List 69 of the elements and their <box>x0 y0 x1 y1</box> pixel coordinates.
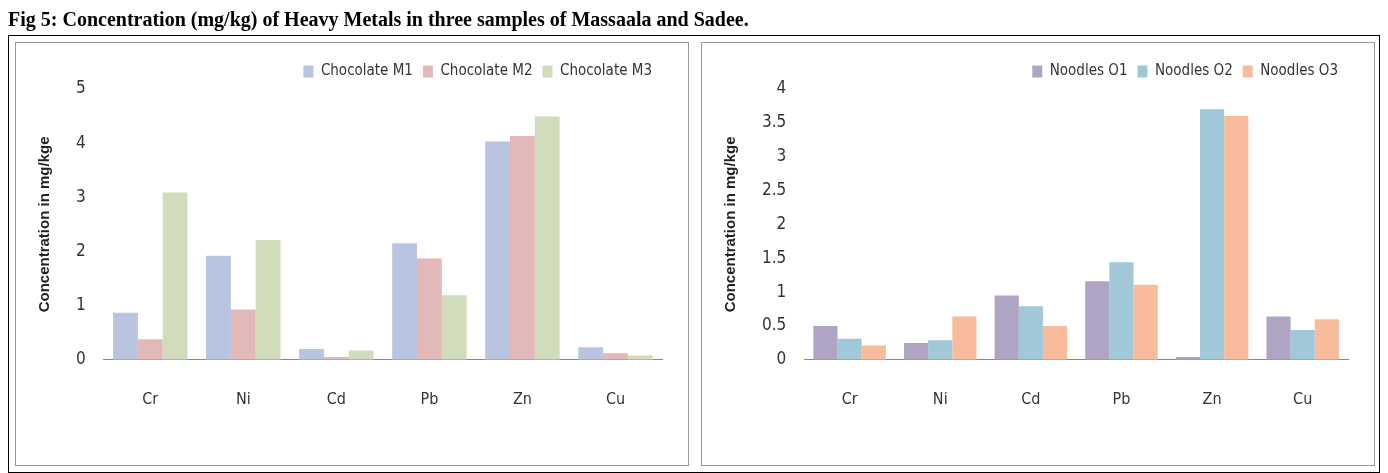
bar <box>928 340 953 360</box>
bar <box>1085 281 1110 360</box>
x-tick-label: Ni <box>235 388 251 408</box>
bar <box>1018 306 1043 360</box>
bar <box>994 295 1019 360</box>
y-tick-label: 4 <box>75 131 86 152</box>
bar <box>861 345 886 360</box>
y-tick-label: 2.5 <box>761 178 787 199</box>
x-tick-label: Zn <box>512 388 532 408</box>
bar <box>627 355 653 360</box>
x-tick-label: Zn <box>1202 388 1222 408</box>
y-tick-label: 1 <box>75 294 86 315</box>
bar <box>416 258 442 360</box>
x-tick-label: Cu <box>605 388 626 408</box>
y-tick-label: 1.5 <box>761 246 787 267</box>
y-tick-label: 1 <box>776 280 787 301</box>
y-tick-label: 2 <box>776 212 787 233</box>
y-axis-title: Concentration in mg/kge <box>721 136 739 313</box>
x-tick-label: Cu <box>1293 388 1313 408</box>
bar <box>1109 262 1134 360</box>
bar <box>137 339 163 360</box>
y-tick-label: 0.5 <box>761 314 787 335</box>
x-tick-label: Cr <box>841 388 858 408</box>
bar <box>903 342 929 360</box>
legend-label: Noodles O2 <box>1155 61 1233 80</box>
bar <box>534 116 560 360</box>
bar <box>441 295 467 360</box>
chart-title: Fig 5: Concentration (mg/kg) of Heavy Metals in three samples of Massaala and Sadee. <box>8 8 750 31</box>
bar <box>113 312 138 360</box>
y-tick-label: 3 <box>75 185 86 206</box>
x-tick-label: Ni <box>932 388 948 408</box>
bar <box>952 316 977 360</box>
bar <box>162 192 188 360</box>
y-tick-label: 3.5 <box>761 111 787 132</box>
bar <box>510 136 535 360</box>
x-tick-label: Cd <box>1021 388 1041 408</box>
legend-label: Chocolate M3 <box>559 61 653 80</box>
bar <box>837 338 862 360</box>
y-tick-label: 2 <box>75 239 86 260</box>
bar <box>813 325 838 360</box>
y-tick-label: 0 <box>75 348 86 369</box>
bar <box>392 243 417 360</box>
bar <box>1224 116 1249 360</box>
bar <box>1314 319 1339 360</box>
x-tick-label: Cd <box>326 388 346 408</box>
bar <box>299 348 324 360</box>
x-tick-label: Pb <box>1112 388 1131 408</box>
bar <box>206 255 231 360</box>
bar <box>1200 109 1225 360</box>
legend-label: Chocolate M2 <box>440 61 533 80</box>
y-tick-label: 3 <box>776 145 787 166</box>
x-tick-label: Pb <box>420 388 439 408</box>
bar <box>255 240 281 360</box>
bar <box>1042 325 1068 360</box>
y-axis-title: Concentration in mg/kge <box>35 136 53 313</box>
legend-label: Noodles O3 <box>1260 61 1338 80</box>
bar <box>230 309 256 360</box>
x-tick-label: Cr <box>142 388 159 408</box>
bar <box>1290 330 1315 360</box>
legend-label: Noodles O1 <box>1049 61 1128 80</box>
legend-label: Chocolate M1 <box>320 61 413 80</box>
bar <box>1133 284 1158 360</box>
bar <box>603 353 628 360</box>
bar <box>1266 316 1291 360</box>
y-tick-label: 5 <box>75 77 86 98</box>
y-tick-label: 0 <box>776 348 787 369</box>
y-tick-label: 4 <box>776 77 787 98</box>
bar <box>485 141 511 360</box>
bar <box>578 347 604 360</box>
